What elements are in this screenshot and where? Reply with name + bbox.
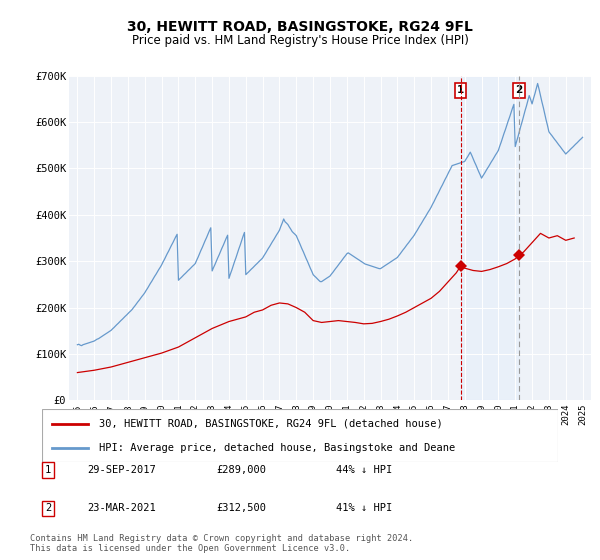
Text: 41% ↓ HPI: 41% ↓ HPI [336,503,392,514]
Text: 44% ↓ HPI: 44% ↓ HPI [336,465,392,475]
Text: 30, HEWITT ROAD, BASINGSTOKE, RG24 9FL: 30, HEWITT ROAD, BASINGSTOKE, RG24 9FL [127,20,473,34]
Text: 2: 2 [45,503,51,514]
Text: 29-SEP-2017: 29-SEP-2017 [87,465,156,475]
Text: 1: 1 [457,85,464,95]
Text: HPI: Average price, detached house, Basingstoke and Deane: HPI: Average price, detached house, Basi… [99,443,455,453]
FancyBboxPatch shape [42,409,558,462]
Text: Price paid vs. HM Land Registry's House Price Index (HPI): Price paid vs. HM Land Registry's House … [131,34,469,46]
Text: £312,500: £312,500 [216,503,266,514]
Bar [461,76,519,400]
Text: 2: 2 [515,85,523,95]
Text: Contains HM Land Registry data © Crown copyright and database right 2024.
This d: Contains HM Land Registry data © Crown c… [30,534,413,553]
Text: 23-MAR-2021: 23-MAR-2021 [87,503,156,514]
Text: 1: 1 [45,465,51,475]
Text: 30, HEWITT ROAD, BASINGSTOKE, RG24 9FL (detached house): 30, HEWITT ROAD, BASINGSTOKE, RG24 9FL (… [99,419,443,429]
Text: £289,000: £289,000 [216,465,266,475]
